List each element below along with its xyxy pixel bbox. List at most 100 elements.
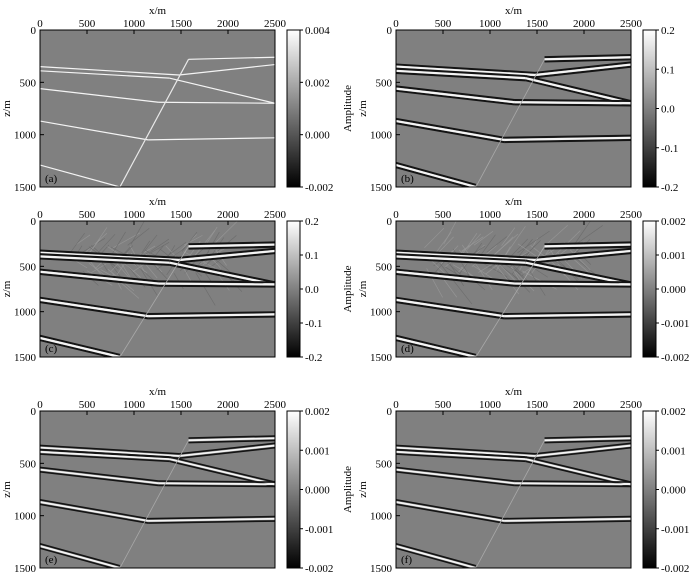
panel-2: 0 500 1000 1500 2000 2500x/m050010001500z/m(b…	[357, 5, 700, 194]
colorbar	[287, 411, 300, 568]
reflector-trough	[514, 286, 631, 287]
reflector-trough	[514, 481, 631, 482]
panel-3: 0 500 1000 1500 2000 2500x/m050010001500z/m(c…	[1, 196, 354, 364]
colorbar	[287, 221, 300, 357]
image-area	[396, 30, 631, 187]
x-tick-label: 2000	[573, 209, 596, 221]
colorbar-tick-label: 0.002	[305, 406, 330, 418]
y-tick-label: 0	[31, 216, 37, 228]
panel-label: (a)	[45, 173, 58, 185]
y-tick-label: 1500	[14, 563, 37, 575]
colorbar-tick-label: -0.002	[305, 563, 333, 575]
y-axis-label: z/m	[357, 100, 369, 117]
reflector-trough	[158, 485, 275, 486]
reflector-trough	[514, 104, 631, 105]
reflector-trough	[514, 100, 631, 101]
image-area	[40, 30, 275, 187]
colorbar-tick-label: -0.001	[661, 318, 689, 330]
x-tick-label: 1000	[123, 18, 146, 30]
y-tick-label: 1000	[14, 130, 37, 142]
x-tick-label: 2500	[620, 18, 643, 30]
reflector	[514, 284, 631, 285]
x-tick-label: 500	[435, 18, 452, 30]
x-axis-label: x/m	[505, 386, 523, 398]
colorbar-label: Amplitude	[342, 265, 354, 312]
reflector-trough	[514, 281, 631, 282]
colorbar-tick-label: 0.004	[305, 25, 330, 37]
colorbar-tick-label: -0.001	[305, 524, 333, 536]
y-tick-label: 1000	[370, 511, 393, 523]
x-tick-label: 500	[79, 18, 96, 30]
image-area	[396, 411, 631, 568]
colorbar-tick-label: -0.002	[305, 182, 333, 194]
x-tick-label: 1500	[526, 399, 549, 411]
y-tick-label: 500	[20, 458, 37, 470]
x-tick-label: 1500	[526, 18, 549, 30]
x-tick-label: 1000	[479, 209, 502, 221]
colorbar-tick-label: 0.002	[305, 77, 330, 89]
colorbar-tick-label: 0.001	[661, 250, 686, 262]
x-tick-label: 1500	[170, 399, 193, 411]
colorbar-tick-label: 0.0	[305, 284, 319, 296]
x-tick-label: 1500	[170, 209, 193, 221]
x-tick-label: 2000	[573, 18, 596, 30]
x-tick-label: 0	[37, 209, 43, 221]
y-tick-label: 1000	[14, 307, 37, 319]
colorbar-tick-label: -0.1	[661, 143, 678, 155]
image-area	[396, 221, 631, 357]
panel-label: (b)	[401, 173, 414, 185]
y-tick-label: 1000	[14, 511, 37, 523]
x-axis-label: x/m	[505, 5, 523, 17]
reflector-trough	[158, 481, 275, 482]
x-tick-label: 2500	[620, 209, 643, 221]
x-tick-label: 2000	[217, 18, 240, 30]
x-tick-label: 0	[37, 18, 43, 30]
colorbar	[643, 30, 656, 187]
x-axis-label: x/m	[505, 196, 523, 208]
y-tick-label: 500	[20, 77, 37, 89]
x-tick-label: 500	[435, 399, 452, 411]
x-tick-label: 1000	[479, 399, 502, 411]
x-tick-label: 1500	[526, 209, 549, 221]
y-axis-label: z/m	[1, 481, 13, 498]
x-axis-label: x/m	[149, 386, 167, 398]
colorbar-tick-label: 0.001	[661, 445, 686, 457]
panel-label: (e)	[45, 554, 58, 566]
y-tick-label: 500	[376, 458, 393, 470]
y-tick-label: 500	[20, 261, 37, 273]
x-tick-label: 2500	[264, 18, 287, 30]
x-tick-label: 2500	[264, 209, 287, 221]
colorbar-tick-label: -0.001	[661, 524, 689, 536]
x-tick-label: 0	[393, 399, 399, 411]
x-tick-label: 2000	[573, 399, 596, 411]
y-tick-label: 1000	[370, 130, 393, 142]
reflector	[514, 102, 631, 103]
colorbar	[643, 221, 656, 357]
reflector	[158, 284, 275, 285]
colorbar-label: Amplitude	[342, 466, 354, 513]
y-tick-label: 1500	[370, 563, 393, 575]
colorbar-tick-label: 0.000	[661, 485, 686, 497]
y-tick-label: 0	[31, 406, 37, 418]
x-tick-label: 1000	[123, 399, 146, 411]
colorbar-tick-label: -0.002	[661, 563, 689, 575]
x-tick-label: 0	[393, 18, 399, 30]
colorbar-tick-label: 0.2	[305, 216, 319, 228]
colorbar-tick-label: 0.1	[661, 64, 675, 76]
reflector-trough	[158, 286, 275, 287]
y-tick-label: 500	[376, 261, 393, 273]
image-area	[40, 411, 275, 568]
y-tick-label: 1000	[370, 307, 393, 319]
colorbar-tick-label: -0.2	[661, 182, 678, 194]
y-tick-label: 1500	[14, 182, 37, 194]
y-tick-label: 0	[31, 25, 37, 37]
x-tick-label: 2000	[217, 209, 240, 221]
x-tick-label: 2500	[620, 399, 643, 411]
panel-1: 0 500 1000 1500 2000 2500 x/m 0 500 1000 1500 z/m (a…	[1, 5, 354, 194]
panel-6: 0 500 1000 1500 2000 2500x/m050010001500z/m(f…	[357, 386, 700, 575]
reflector	[514, 483, 631, 484]
x-tick-label: 500	[79, 209, 96, 221]
x-tick-label: 1000	[123, 209, 146, 221]
x-tick-label: 2000	[217, 399, 240, 411]
